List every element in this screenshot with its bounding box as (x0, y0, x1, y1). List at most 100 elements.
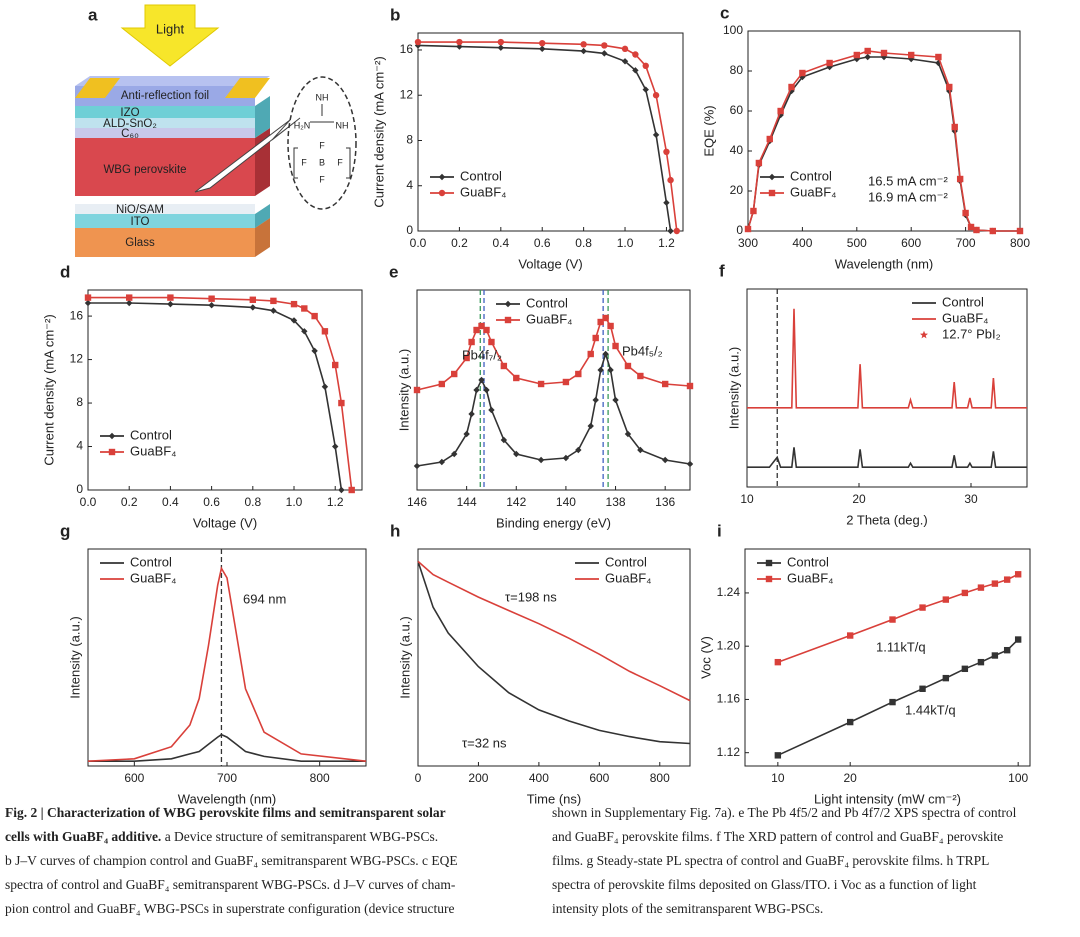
marker (686, 382, 694, 390)
x-tick-label: 142 (506, 495, 526, 509)
marker (607, 322, 614, 330)
marker (413, 386, 421, 394)
layer-label: NiO/SAM (116, 204, 164, 216)
marker (456, 43, 463, 50)
x-tick-label: 200 (468, 771, 488, 785)
marker (951, 123, 958, 131)
series-line (777, 573, 1019, 663)
legend-label: 12.7° PbI₂ (942, 326, 1001, 341)
y-axis-label: Current density (mA cm⁻²) (371, 56, 386, 207)
marker (755, 159, 763, 167)
caption-line: b J–V curves of champion control and Gua… (5, 853, 458, 868)
x-tick-label: 0.0 (80, 495, 97, 509)
marker (637, 446, 644, 454)
marker (270, 307, 277, 314)
marker (853, 55, 860, 63)
marker (504, 300, 512, 308)
marker (632, 51, 639, 58)
marker (642, 86, 649, 93)
layer-label: ITO (131, 216, 150, 228)
legend-label: GuaBF₄ (942, 310, 989, 325)
annotation: τ=198 ns (505, 589, 557, 604)
series-line (417, 560, 691, 702)
plot-frame (417, 548, 691, 767)
marker (956, 175, 964, 183)
marker (919, 604, 926, 611)
ito-side (255, 204, 270, 228)
marker (750, 207, 757, 215)
y-tick-label: 80 (730, 63, 744, 77)
y-axis-label: EQE (%) (701, 105, 716, 156)
glass-side (255, 218, 270, 257)
legend-label: Control (790, 168, 832, 183)
marker (463, 354, 470, 362)
y-axis-label: Intensity (a.u.) (726, 347, 741, 429)
annotation: 16.5 mA cm⁻² (868, 173, 948, 188)
marker (942, 596, 950, 603)
series-line (747, 308, 1027, 409)
izo-side (255, 96, 270, 138)
marker (413, 462, 421, 470)
molecule-bubble (287, 76, 357, 210)
marker (290, 300, 298, 308)
marker (587, 350, 594, 358)
electrode (225, 78, 270, 98)
legend-label: Control (130, 554, 172, 569)
x-tick-label: 600 (124, 771, 144, 785)
foil-top (75, 76, 270, 86)
marker (463, 430, 470, 438)
x-tick-label: 138 (606, 495, 626, 509)
marker (962, 209, 969, 217)
marker (686, 460, 694, 468)
x-tick-label: 500 (847, 236, 867, 250)
x-tick-label: 400 (792, 236, 812, 250)
annotation: 1.44kT/q (905, 702, 956, 717)
marker (539, 39, 546, 47)
plot-frame (744, 548, 1031, 767)
marker (597, 366, 604, 374)
x-axis-label: 2 Theta (deg.) (846, 512, 927, 527)
marker (311, 312, 318, 320)
marker (908, 55, 915, 63)
plot-frame (746, 288, 1028, 488)
marker (478, 376, 485, 384)
y-tick-label: 100 (723, 23, 743, 37)
ito (75, 214, 255, 228)
y-tick-label: 12 (70, 352, 84, 366)
series-line (777, 638, 1019, 757)
x-axis-label: Wavelength (nm) (835, 256, 934, 271)
marker (661, 380, 669, 388)
marker (301, 305, 308, 312)
legend-label: GuaBF₄ (130, 443, 177, 458)
izo (75, 106, 255, 118)
marker (612, 396, 619, 404)
layer-label: Glass (125, 237, 155, 249)
marker (632, 67, 639, 74)
caption-line: Fig. 2 | Characterization of WBG perovsk… (5, 805, 446, 820)
marker (673, 227, 680, 235)
panel-letter: d (60, 262, 70, 281)
marker (652, 92, 660, 99)
y-axis-label: Intensity (a.u.) (67, 616, 82, 698)
x-tick-label: 0.4 (162, 495, 179, 509)
x-tick-label: 0.4 (492, 236, 509, 250)
device-diagram: a Light Anti-reflection foil IZO ALD-SnO… (75, 4, 357, 257)
annotation: τ=32 ns (462, 735, 507, 750)
x-axis-label: Voltage (V) (193, 515, 257, 530)
caption-text: a Device structure of semitransparent WB… (161, 829, 438, 844)
marker (537, 380, 545, 388)
marker (961, 589, 969, 597)
marker (414, 38, 422, 46)
marker (637, 372, 644, 380)
series-line (88, 302, 343, 491)
series-line (88, 733, 366, 762)
y-tick-label: 12 (400, 87, 414, 101)
marker (601, 50, 608, 57)
legend-label: Control (605, 554, 647, 569)
layer-label: C₆₀ (121, 128, 139, 140)
atom: H₂N (294, 120, 311, 130)
marker (126, 294, 133, 301)
zoom-pointer (194, 117, 301, 193)
marker (612, 342, 619, 350)
marker (935, 53, 942, 61)
